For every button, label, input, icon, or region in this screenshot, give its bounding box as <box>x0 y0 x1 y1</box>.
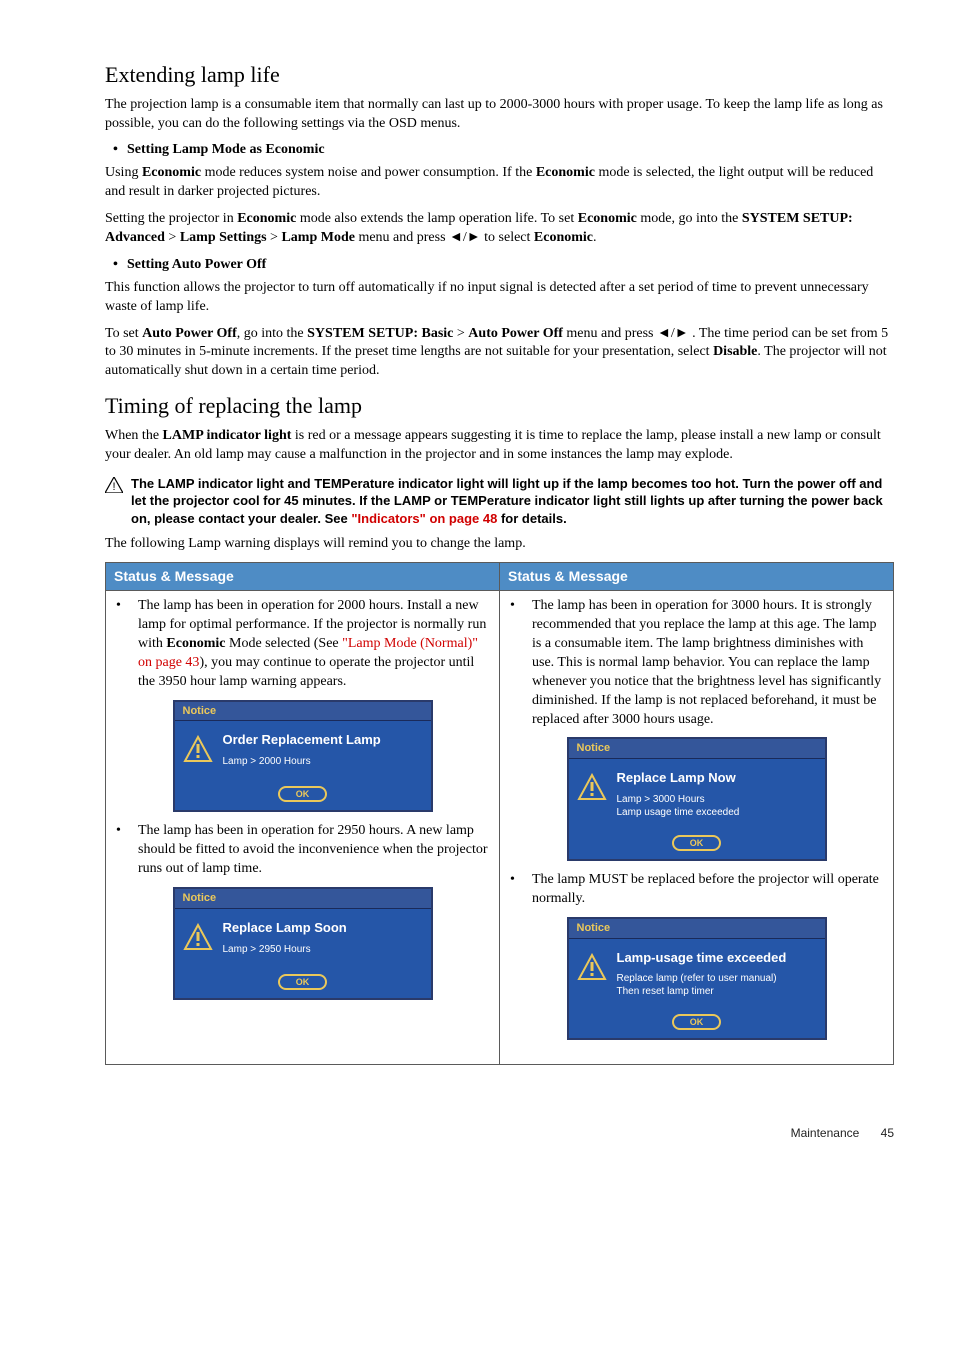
heading-timing-replace-lamp: Timing of replacing the lamp <box>105 391 894 421</box>
table-header: Status & Message <box>500 563 894 591</box>
text: When the <box>105 428 163 443</box>
text: mode also extends the lamp operation lif… <box>296 211 577 226</box>
notice-heading: Replace Lamp Now <box>617 769 817 787</box>
paragraph: This function allows the projector to tu… <box>105 279 894 317</box>
text: To set <box>105 326 142 341</box>
cell-text: The lamp has been in operation for 3000 … <box>532 597 883 729</box>
text-bold: Disable <box>713 344 757 359</box>
bullet-heading-auto-power-off: Setting Auto Power Off <box>105 256 894 275</box>
page-number: 45 <box>881 1126 894 1140</box>
notice-heading: Replace Lamp Soon <box>223 919 423 937</box>
text: mode reduces system noise and power cons… <box>201 165 536 180</box>
notice-dialog-order-replacement: Notice Order Replacement Lamp Lamp > 200… <box>173 700 433 813</box>
ok-button[interactable]: OK <box>278 786 328 802</box>
notice-title: Notice <box>569 739 825 759</box>
notice-dialog-replace-soon: Notice Replace Lamp Soon Lamp > 2950 Hou… <box>173 887 433 1000</box>
text-bold: Economic <box>237 211 296 226</box>
warning-text: The LAMP indicator light and TEMPerature… <box>131 475 894 528</box>
notice-subtext: Lamp usage time exceeded <box>617 806 817 819</box>
text: menu and press ◄/► to select <box>355 230 534 245</box>
text: > <box>267 230 282 245</box>
text-bold: Economic <box>534 230 593 245</box>
link-indicators[interactable]: "Indicators" on page 48 <box>351 511 497 526</box>
paragraph: The following Lamp warning displays will… <box>105 535 894 554</box>
notice-heading: Order Replacement Lamp <box>223 731 423 749</box>
notice-subtext: Lamp > 3000 Hours <box>617 793 817 806</box>
paragraph: The projection lamp is a consumable item… <box>105 96 894 134</box>
notice-subtext: Then reset lamp timer <box>617 985 817 998</box>
ok-button[interactable]: OK <box>672 1014 722 1030</box>
paragraph: When the LAMP indicator light is red or … <box>105 427 894 465</box>
text: > <box>165 230 180 245</box>
bullet-icon: • <box>116 822 122 879</box>
notice-heading: Lamp-usage time exceeded <box>617 949 817 967</box>
notice-dialog-replace-now: Notice Replace Lamp Now Lamp > 3000 Hour… <box>567 737 827 861</box>
text: Setting the projector in <box>105 211 237 226</box>
text: for details. <box>497 511 566 526</box>
notice-subtext: Lamp > 2000 Hours <box>223 755 423 768</box>
table-cell-right: • The lamp has been in operation for 300… <box>500 591 894 1065</box>
svg-text:!: ! <box>112 481 115 493</box>
paragraph: Using Economic mode reduces system noise… <box>105 164 894 202</box>
table-header: Status & Message <box>106 563 500 591</box>
notice-title: Notice <box>569 919 825 939</box>
bullet-heading-economic: Setting Lamp Mode as Economic <box>105 141 894 160</box>
warning-icon: ! <box>105 477 123 528</box>
text-bold: LAMP indicator light <box>163 428 292 443</box>
bullet-icon: • <box>510 597 516 729</box>
footer-section: Maintenance <box>791 1126 860 1140</box>
cell-text: The lamp has been in operation for 2950 … <box>138 822 489 879</box>
notice-subtext: Lamp > 2950 Hours <box>223 943 423 956</box>
page-footer: Maintenance 45 <box>105 1125 894 1141</box>
text: . <box>593 230 597 245</box>
text: , go into the <box>237 326 307 341</box>
text-bold: Lamp Settings <box>180 230 267 245</box>
warning-triangle-icon <box>577 773 607 808</box>
notice-subtext: Replace lamp (refer to user manual) <box>617 972 817 985</box>
heading-extending-lamp-life: Extending lamp life <box>105 60 894 90</box>
text: Using <box>105 165 142 180</box>
paragraph: To set Auto Power Off, go into the SYSTE… <box>105 325 894 382</box>
text: > <box>453 326 468 341</box>
cell-text: The lamp MUST be replaced before the pro… <box>532 871 883 909</box>
status-message-table: Status & Message Status & Message • The … <box>105 562 894 1065</box>
text-bold: Lamp Mode <box>281 230 355 245</box>
notice-dialog-usage-exceeded: Notice Lamp-usage time exceeded Replace … <box>567 917 827 1041</box>
text-bold: Economic <box>536 165 595 180</box>
text-bold: Economic <box>142 165 201 180</box>
text-bold: Economic <box>166 636 225 651</box>
cell-text: The lamp has been in operation for 2000 … <box>138 597 489 691</box>
warning-block: ! The LAMP indicator light and TEMPeratu… <box>105 475 894 528</box>
warning-triangle-icon <box>183 923 213 958</box>
warning-triangle-icon <box>577 953 607 988</box>
text: mode, go into the <box>637 211 742 226</box>
paragraph: Setting the projector in Economic mode a… <box>105 210 894 248</box>
text-bold: SYSTEM SETUP: Basic <box>307 326 453 341</box>
warning-triangle-icon <box>183 735 213 770</box>
text-bold: Auto Power Off <box>142 326 237 341</box>
ok-button[interactable]: OK <box>672 835 722 851</box>
text-bold: Auto Power Off <box>468 326 563 341</box>
bullet-icon: • <box>510 871 516 909</box>
table-cell-left: • The lamp has been in operation for 200… <box>106 591 500 1065</box>
bullet-icon: • <box>116 597 122 691</box>
ok-button[interactable]: OK <box>278 974 328 990</box>
notice-title: Notice <box>175 702 431 722</box>
text: Mode selected (See <box>226 636 343 651</box>
text-bold: Economic <box>578 211 637 226</box>
notice-title: Notice <box>175 889 431 909</box>
